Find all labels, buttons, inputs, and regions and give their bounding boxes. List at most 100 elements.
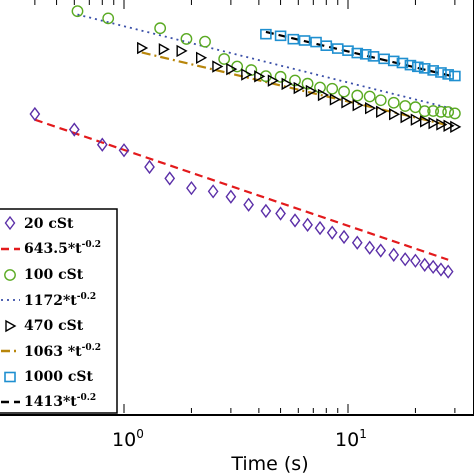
point-series0-17 (351, 235, 363, 250)
point-series0-18 (364, 240, 376, 255)
x-axis-label: Time (s) (230, 453, 308, 474)
point-series6-0 (260, 28, 272, 40)
point-series0-20 (388, 247, 400, 262)
point-series4-25 (450, 120, 462, 134)
point-series0-3 (118, 143, 130, 158)
legend-label-1000cst: 1000 cSt (24, 369, 93, 385)
point-series0-9 (243, 197, 254, 212)
point-series0-11 (275, 206, 286, 221)
point-series6-5 (320, 40, 333, 51)
point-series4-7 (254, 70, 266, 83)
point-series6-20 (449, 70, 461, 82)
axis-ticks (34, 0, 456, 413)
legend-label-fit-470cst: 1063 *t-0.2 (24, 343, 101, 360)
point-series2-21 (418, 105, 431, 118)
point-series0-21 (399, 252, 411, 267)
point-series2-15 (351, 89, 364, 102)
point-series6-15 (412, 61, 424, 73)
point-series0-19 (375, 243, 387, 258)
point-series4-18 (389, 108, 401, 121)
legend-marker-6 (4, 371, 16, 383)
point-series6-9 (359, 49, 372, 60)
point-series4-11 (305, 84, 317, 98)
point-series0-7 (207, 184, 219, 199)
point-series4-17 (376, 105, 388, 118)
point-series2-13 (326, 82, 339, 95)
point-series2-25 (448, 107, 461, 120)
point-series2-24 (442, 106, 455, 118)
point-series2-14 (338, 85, 350, 98)
legend-label-20cst: 20 cSt (24, 216, 74, 232)
legend: 20 cSt 643.5*t-0.2 100 cSt 1172*t-0.2 47… (0, 208, 118, 414)
point-series2-1 (102, 12, 115, 25)
point-series4-22 (428, 116, 440, 130)
point-series0-0 (29, 106, 41, 122)
point-series2-12 (314, 81, 326, 94)
point-series2-4 (199, 35, 211, 48)
point-series2-5 (218, 53, 231, 65)
fit-line-3 (77, 13, 456, 111)
legend-box (0, 208, 118, 414)
point-series4-23 (436, 118, 448, 131)
point-series0-10 (260, 203, 272, 219)
legend-label-100cst: 100 cSt (24, 267, 84, 283)
point-series0-4 (144, 159, 155, 175)
point-series0-5 (164, 171, 176, 186)
point-series2-18 (387, 96, 400, 109)
point-series6-2 (287, 33, 300, 45)
point-series4-6 (241, 68, 253, 81)
point-series2-2 (154, 22, 167, 35)
legend-label-fit-100cst: 1172*t-0.2 (24, 292, 96, 309)
point-series4-5 (226, 62, 238, 76)
point-series2-23 (435, 105, 447, 118)
point-series4-21 (420, 115, 432, 128)
point-series4-14 (341, 96, 353, 109)
point-series0-13 (302, 217, 313, 232)
point-series4-20 (410, 113, 422, 126)
point-series2-16 (363, 90, 376, 103)
legend-marker-0 (4, 215, 16, 231)
point-series0-14 (314, 220, 326, 236)
fit-line-5 (141, 51, 456, 128)
point-series2-0 (71, 5, 84, 18)
point-series2-17 (374, 94, 387, 107)
point-series6-17 (427, 65, 439, 76)
point-series0-25 (435, 262, 447, 277)
legend-samples (1, 215, 20, 404)
point-series6-3 (298, 35, 311, 46)
point-series0-22 (410, 253, 421, 268)
point-series4-8 (267, 74, 279, 87)
fit-line-1 (34, 118, 449, 261)
legend-marker-4 (5, 319, 17, 333)
point-series4-13 (329, 93, 341, 106)
point-series4-19 (400, 110, 412, 124)
legend-label-fit-20cst: 643.5*t-0.2 (24, 240, 101, 257)
point-series0-15 (326, 225, 338, 240)
point-series0-24 (427, 259, 439, 275)
point-series2-3 (180, 33, 193, 45)
point-series0-2 (96, 137, 108, 152)
point-series6-14 (404, 59, 417, 71)
point-series6-16 (418, 63, 431, 74)
point-series4-9 (281, 77, 293, 91)
point-series4-2 (176, 44, 188, 58)
legend-label-470cst: 470 cSt (24, 318, 84, 334)
point-series4-4 (212, 60, 224, 73)
point-series6-18 (435, 67, 447, 78)
point-series2-10 (289, 74, 301, 87)
point-series2-11 (301, 77, 314, 90)
point-series0-12 (289, 213, 301, 228)
point-series4-12 (317, 88, 330, 102)
point-series0-16 (338, 229, 350, 245)
point-series6-1 (274, 30, 287, 42)
point-series4-10 (293, 81, 305, 95)
data-markers (29, 5, 462, 279)
point-series6-19 (442, 69, 454, 80)
point-series0-26 (442, 264, 454, 279)
point-series0-6 (186, 180, 197, 196)
point-series6-13 (396, 57, 409, 69)
point-series4-15 (352, 99, 364, 112)
point-series2-22 (427, 105, 440, 117)
point-series6-12 (387, 55, 400, 67)
